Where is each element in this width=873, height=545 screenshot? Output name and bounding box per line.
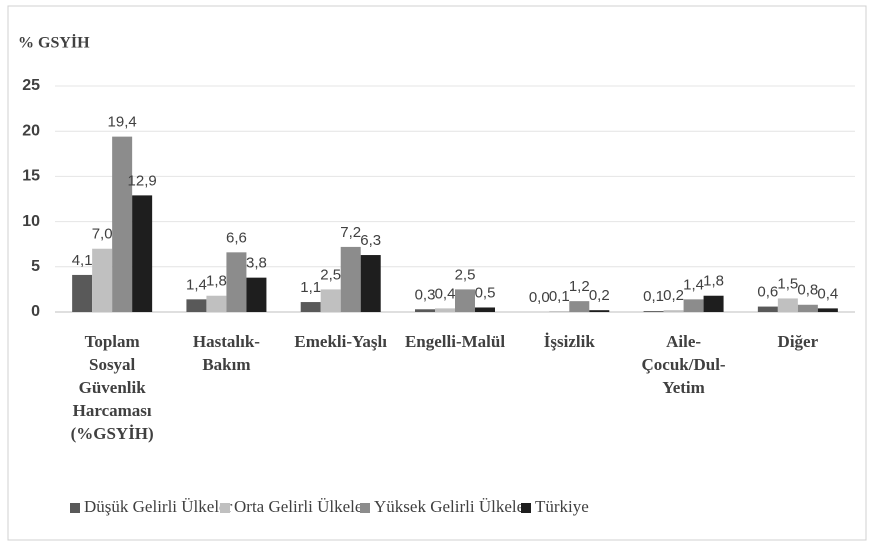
bar — [569, 301, 590, 312]
legend-label: Türkiye — [535, 497, 589, 516]
value-label: 0,4 — [817, 285, 838, 302]
chart-border — [7, 5, 867, 541]
bar — [643, 311, 664, 312]
y-tick-label: 25 — [22, 77, 40, 94]
value-label: 1,5 — [777, 275, 798, 292]
bar — [226, 252, 247, 312]
bar — [757, 306, 778, 312]
value-label: 2,5 — [455, 266, 476, 283]
value-label: 1,4 — [683, 276, 704, 293]
x-tick-label: Diğer — [777, 332, 819, 351]
legend-swatch — [220, 503, 230, 513]
bar — [320, 289, 341, 312]
legend-label: Yüksek Gelirli Ülkeler — [374, 497, 530, 516]
value-label: 0,0 — [529, 289, 550, 306]
bar — [132, 195, 153, 312]
bar — [435, 308, 455, 312]
value-label: 3,8 — [246, 255, 267, 272]
bar — [683, 299, 704, 312]
value-label: 1,1 — [300, 279, 321, 296]
bar — [589, 310, 610, 312]
legend-swatch — [521, 503, 531, 513]
legend-swatch — [360, 503, 370, 513]
value-label: 12,9 — [128, 172, 157, 189]
value-label: 0,6 — [757, 284, 778, 301]
value-label: 0,1 — [549, 288, 570, 305]
x-tick-label: Hastalık-Bakım — [192, 332, 260, 374]
value-label: 6,3 — [360, 232, 381, 249]
value-label: 1,8 — [206, 273, 227, 290]
y-tick-label: 5 — [31, 258, 40, 275]
legend-swatch — [70, 503, 80, 513]
value-label: 0,8 — [797, 282, 818, 299]
bar — [206, 295, 227, 312]
value-label: 7,2 — [340, 224, 361, 241]
value-label: 6,6 — [226, 229, 247, 246]
value-label: 1,2 — [569, 278, 590, 295]
bar — [415, 309, 435, 312]
y-axis-label: % GSYİH — [18, 33, 90, 52]
bar — [663, 310, 684, 312]
y-tick-label: 10 — [22, 213, 40, 230]
bar — [455, 289, 475, 312]
bar — [186, 299, 207, 312]
value-label: 0,5 — [475, 284, 496, 301]
x-tick-label: Toplam Sosyal Güvenlik Harcaması (%GSYİH… — [70, 332, 154, 443]
value-label: 2,5 — [320, 266, 341, 283]
legend-label: Düşük Gelirli Ülkeler — [84, 497, 233, 516]
legend-label: Orta Gelirli Ülkeler — [234, 497, 368, 516]
bar — [92, 248, 113, 312]
value-label: 7,0 — [92, 226, 113, 243]
bar — [112, 136, 133, 312]
bar — [703, 295, 724, 312]
bar — [246, 277, 267, 312]
value-label: 1,8 — [703, 273, 724, 290]
bar — [300, 302, 321, 312]
bar — [340, 246, 361, 312]
value-label: 0,2 — [663, 287, 684, 304]
bar — [549, 311, 570, 312]
value-label: 19,4 — [108, 114, 137, 131]
value-label: 0,2 — [589, 287, 610, 304]
bar — [360, 255, 381, 312]
bar — [777, 298, 798, 312]
bar — [475, 307, 495, 312]
x-tick-label: Engelli-Malül — [404, 332, 506, 351]
value-label: 4,1 — [72, 252, 93, 269]
value-label: 0,1 — [643, 288, 664, 305]
y-tick-label: 15 — [22, 168, 40, 185]
bar — [797, 304, 818, 312]
value-label: 1,4 — [186, 276, 207, 293]
x-tick-label: Emekli-Yaşlı — [294, 332, 387, 351]
bar — [817, 308, 838, 312]
value-label: 0,3 — [415, 286, 436, 303]
value-label: 0,4 — [435, 285, 456, 302]
bar — [72, 274, 93, 312]
y-tick-label: 0 — [31, 303, 40, 320]
x-tick-label: İşsizlik — [543, 332, 595, 351]
x-tick-label: Aile-Çocuk/Dul-Yetim — [641, 332, 726, 397]
y-tick-label: 20 — [22, 122, 40, 139]
